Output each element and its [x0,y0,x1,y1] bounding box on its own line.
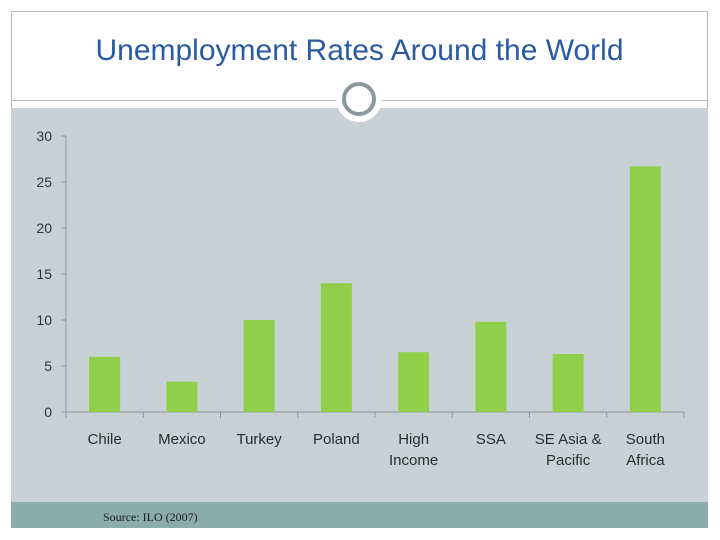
bar [475,321,507,412]
y-tick-label: 0 [44,404,52,420]
y-tick-label: 15 [36,266,52,282]
x-tick-label: Africa [626,452,665,469]
x-tick-label: Chile [88,431,122,448]
x-tick-label: South [626,431,665,448]
bar [166,381,198,412]
source-note: Source: ILO (2007) [103,510,198,524]
x-tick-label: Turkey [236,431,282,448]
bar [243,320,275,412]
bar [89,356,121,412]
y-tick-label: 10 [36,312,52,328]
x-tick-label: SE Asia & [535,431,602,448]
x-tick-label: Income [389,452,438,469]
y-tick-label: 30 [36,128,52,144]
x-tick-label: Pacific [546,452,591,469]
x-tick-label: Mexico [158,431,206,448]
footer-band [11,502,708,528]
bar [398,352,430,412]
y-tick-label: 25 [36,174,52,190]
circle-ornament-icon [336,76,382,122]
y-tick-label: 20 [36,220,52,236]
y-tick-label: 5 [44,358,52,374]
x-tick-label: SSA [476,431,506,448]
slide-title: Unemployment Rates Around the World [95,34,624,67]
x-tick-label: High [398,431,429,448]
bar [629,166,661,412]
bar [320,283,352,412]
bar [552,354,584,412]
x-tick-label: Poland [313,431,360,448]
chart-background [11,108,708,502]
